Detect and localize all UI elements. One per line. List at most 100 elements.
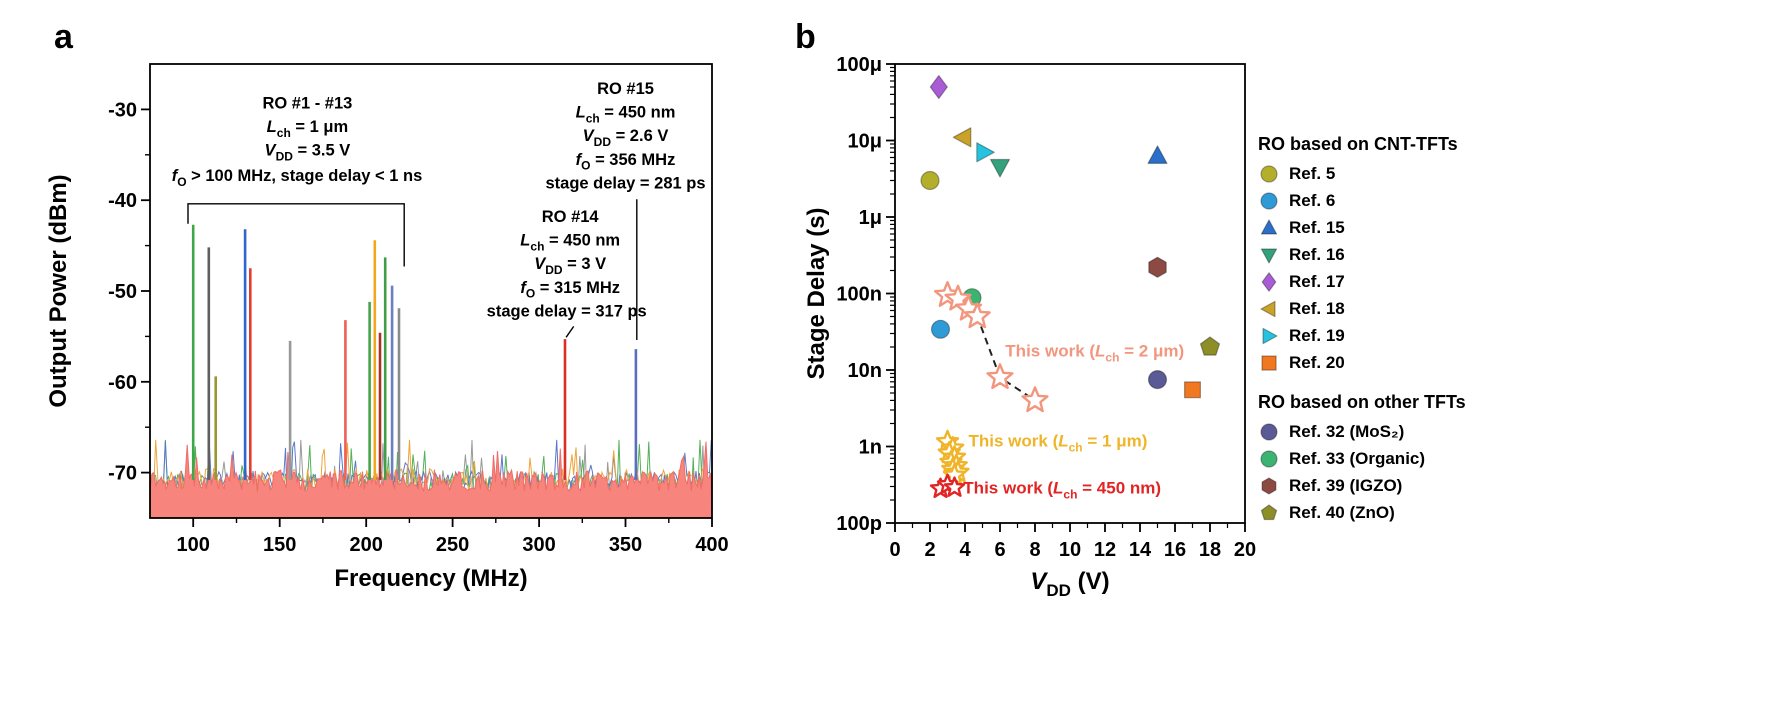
legend-item-label: Ref. 19 <box>1289 325 1345 345</box>
ro-14-note: Lch = 450 nm <box>520 232 620 254</box>
svg-text:100: 100 <box>177 534 210 556</box>
y-axis-title: Output Power (dBm) <box>45 174 72 407</box>
pointer-ro-14 <box>565 325 575 338</box>
legend-group1-title: RO based on CNT-TFTs <box>1258 134 1458 154</box>
pentagon-marker-icon <box>1260 503 1278 520</box>
svg-text:400: 400 <box>695 534 728 556</box>
triangle-down-marker-icon <box>1260 247 1278 264</box>
series-label: This work (Lch = 450 nm) <box>963 479 1161 502</box>
series-This-work-Lch-450-nm- <box>929 473 966 498</box>
ro-1-13-note: VDD = 3.5 V <box>265 142 351 164</box>
series-labels: This work (Lch = 2 μm) This work (Lch = 1… <box>963 342 1184 502</box>
svg-text:-40: -40 <box>108 190 137 212</box>
triangle-right-marker-icon <box>1262 327 1278 344</box>
y-axis: 100p 1n 10n 100n 1μ 10μ 100μ Stage Delay (s) <box>803 54 895 535</box>
circle-marker-icon <box>1260 191 1278 210</box>
legend: RO based on CNT-TFTs Ref. 5 Ref. 6 Ref. 15 R… <box>1258 134 1466 526</box>
svg-text:10: 10 <box>1059 539 1081 561</box>
series-Ref-32-MoS- <box>1147 370 1168 390</box>
series-Ref-16 <box>989 158 1011 178</box>
legend-item: Ref. 5 <box>1258 160 1466 187</box>
ro-14-note: VDD = 3 V <box>534 255 606 277</box>
legend-item: Ref. 15 <box>1258 214 1466 241</box>
legend-item: Ref. 16 <box>1258 241 1466 268</box>
ro-15-note: Lch = 450 nm <box>576 104 676 126</box>
svg-text:-50: -50 <box>108 281 137 303</box>
ro-1-13-note: Lch = 1 μm <box>267 118 348 140</box>
series-label: This work (Lch = 1 μm) <box>969 431 1148 454</box>
circle-marker-icon <box>1260 449 1278 468</box>
plot-frame <box>894 63 1246 524</box>
svg-text:150: 150 <box>263 534 296 556</box>
legend-item: Ref. 18 <box>1258 295 1466 322</box>
x-axis-title: VDD (V) <box>1030 568 1109 600</box>
svg-text:350: 350 <box>609 534 642 556</box>
legend-item: Ref. 17 <box>1258 268 1466 295</box>
series-Ref-18 <box>952 127 972 148</box>
ro-15-note: VDD = 2.6 V <box>583 127 669 149</box>
svg-text:100n: 100n <box>836 284 882 306</box>
ro-15-note: stage delay = 281 ps <box>545 174 705 192</box>
svg-text:100μ: 100μ <box>836 54 882 76</box>
svg-text:20: 20 <box>1234 539 1256 561</box>
svg-text:-60: -60 <box>108 372 137 394</box>
ro-14-note: RO #14 <box>542 208 600 226</box>
svg-text:2: 2 <box>924 539 935 561</box>
y-axis-title: Stage Delay (s) <box>803 207 830 379</box>
legend-item-label: Ref. 18 <box>1289 298 1345 318</box>
series-label: This work (Lch = 2 μm) <box>1005 342 1184 365</box>
series-This-work-Lch-2-um- <box>933 281 1049 413</box>
svg-text:18: 18 <box>1199 539 1221 561</box>
series-Ref-15 <box>1147 145 1168 164</box>
legend-item: Ref. 33 (Organic) <box>1258 445 1466 472</box>
legend-item-label: Ref. 39 (IGZO) <box>1289 475 1403 495</box>
square-marker-icon <box>1261 354 1277 371</box>
svg-text:10μ: 10μ <box>848 131 882 153</box>
svg-text:200: 200 <box>350 534 383 556</box>
ro-14-note: fO = 315 MHz <box>520 279 620 301</box>
svg-text:100p: 100p <box>836 513 882 535</box>
svg-text:250: 250 <box>436 534 469 556</box>
legend-item-label: Ref. 16 <box>1289 244 1345 264</box>
legend-item: Ref. 32 (MoS₂) <box>1258 418 1466 445</box>
stage-delay-chart: 100p 1n 10n 100n 1μ 10μ 100μ Stage Delay (s) 0 2 4… <box>803 54 1256 600</box>
ro-14-note: stage delay = 317 ps <box>487 302 647 320</box>
legend-item: Ref. 39 (IGZO) <box>1258 472 1466 499</box>
ro-1-13-note: RO #1 - #13 <box>262 95 352 113</box>
legend-item-label: Ref. 32 (MoS₂) <box>1289 421 1405 441</box>
svg-text:10n: 10n <box>848 360 882 382</box>
ro-1-13-note: fO > 100 MHz, stage delay < 1 ns <box>172 167 423 189</box>
legend-item-label: Ref. 33 (Organic) <box>1289 448 1426 468</box>
legend-gap <box>1258 376 1466 392</box>
svg-text:0: 0 <box>889 539 900 561</box>
x-axis-title: Frequency (MHz) <box>334 565 527 592</box>
diamond-marker-icon <box>1261 271 1277 292</box>
circle-marker-icon <box>1260 164 1278 183</box>
x-axis: 100 150 200 250 300 350 400 Frequency (MHz) <box>177 518 729 592</box>
panel-b-label: b <box>795 18 816 56</box>
series-Ref-19 <box>976 142 995 163</box>
svg-text:8: 8 <box>1029 539 1040 561</box>
svg-text:-30: -30 <box>108 99 137 121</box>
series-Ref-6 <box>930 319 951 339</box>
legend-item: Ref. 40 (ZnO) <box>1258 499 1466 526</box>
ro-15-note: fO = 356 MHz <box>576 151 676 173</box>
legend-group2-title: RO based on other TFTs <box>1258 392 1466 412</box>
y-axis: -30 -40 -50 -60 -70 Output Power (dBm) <box>45 99 150 485</box>
svg-text:12: 12 <box>1094 539 1116 561</box>
svg-text:1n: 1n <box>859 437 882 459</box>
series-Ref-17 <box>929 74 948 100</box>
svg-text:6: 6 <box>994 539 1005 561</box>
spectrum-peaks <box>191 224 638 480</box>
circle-marker-icon <box>1260 422 1278 441</box>
legend-item-label: Ref. 15 <box>1289 217 1345 237</box>
hexagon-marker-icon <box>1261 476 1277 495</box>
legend-item-label: Ref. 40 (ZnO) <box>1289 502 1395 522</box>
legend-item: Ref. 19 <box>1258 322 1466 349</box>
bracket-ro-1-13 <box>187 203 405 267</box>
svg-text:4: 4 <box>959 539 971 561</box>
svg-text:16: 16 <box>1164 539 1186 561</box>
series-Ref-39-IGZO- <box>1148 256 1167 278</box>
triangle-left-marker-icon <box>1260 300 1276 317</box>
